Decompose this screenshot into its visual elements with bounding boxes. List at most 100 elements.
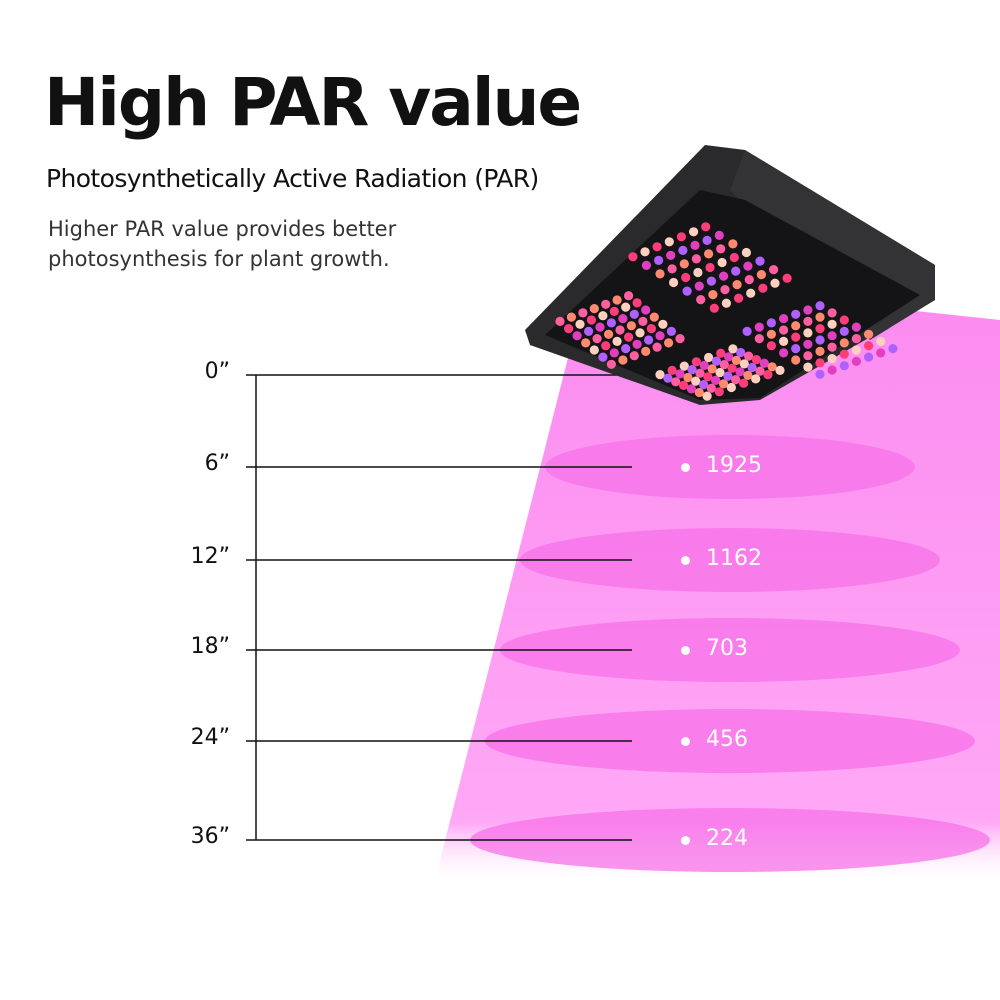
led <box>717 257 727 268</box>
led <box>769 265 779 275</box>
led <box>751 374 761 384</box>
led <box>606 359 617 369</box>
led <box>652 242 662 252</box>
led <box>675 369 685 379</box>
led <box>851 345 862 355</box>
led <box>604 329 614 339</box>
led <box>572 331 582 341</box>
height-label: 12” <box>190 544 230 569</box>
led <box>664 237 674 247</box>
description-line-1: Higher PAR value provides better <box>48 217 397 241</box>
led <box>876 336 886 346</box>
led <box>682 286 692 296</box>
led <box>592 334 602 344</box>
led <box>728 344 738 354</box>
led <box>827 342 837 352</box>
led <box>584 326 594 336</box>
led <box>731 375 741 385</box>
led <box>751 355 762 365</box>
led <box>606 318 617 328</box>
bullet-icon <box>681 836 690 845</box>
led <box>815 312 825 322</box>
led <box>839 315 849 325</box>
led <box>678 245 688 255</box>
led <box>704 352 714 363</box>
led <box>754 322 764 332</box>
led <box>803 351 813 361</box>
led <box>640 247 650 257</box>
led <box>609 306 619 316</box>
led <box>803 316 813 326</box>
led <box>716 244 726 254</box>
led <box>739 378 749 388</box>
led <box>638 316 648 326</box>
height-label: 6” <box>204 451 230 476</box>
led <box>766 329 777 339</box>
led <box>601 341 611 351</box>
led <box>641 346 651 356</box>
led <box>729 252 739 263</box>
led <box>864 341 874 351</box>
led <box>708 290 718 300</box>
led <box>612 295 622 305</box>
led <box>654 255 664 265</box>
led <box>632 339 642 349</box>
led <box>815 324 825 334</box>
led <box>719 379 729 389</box>
led <box>691 357 702 367</box>
led <box>663 373 673 383</box>
led <box>618 314 628 324</box>
led <box>589 304 599 314</box>
led <box>686 384 697 394</box>
par-value: 224 <box>706 826 748 851</box>
led <box>667 264 677 274</box>
led <box>734 293 744 303</box>
led <box>719 360 729 370</box>
led <box>696 295 706 305</box>
led <box>621 302 631 312</box>
led <box>652 342 662 352</box>
led <box>644 335 654 345</box>
led <box>720 285 730 295</box>
led <box>709 303 719 313</box>
led <box>624 291 634 301</box>
grow-light-lamp <box>525 145 935 405</box>
par-value: 1925 <box>706 453 762 478</box>
led <box>791 355 801 365</box>
led <box>803 305 813 315</box>
led <box>618 355 628 365</box>
led <box>727 363 737 373</box>
led <box>581 338 591 348</box>
height-label: 36” <box>190 824 230 849</box>
led <box>601 299 611 309</box>
led <box>702 235 712 245</box>
led <box>876 348 886 358</box>
led <box>742 326 752 336</box>
led <box>699 360 709 370</box>
led <box>839 361 849 371</box>
led <box>621 344 631 354</box>
led <box>767 362 777 372</box>
led <box>782 273 792 283</box>
led <box>705 262 715 273</box>
description-line-2: photosynthesis for plant growth. <box>48 247 390 271</box>
led <box>575 319 585 329</box>
led <box>683 372 693 383</box>
led <box>766 318 777 328</box>
led <box>691 254 702 264</box>
led <box>666 326 677 336</box>
led <box>791 309 801 319</box>
led <box>655 331 665 341</box>
led <box>704 249 714 259</box>
led <box>646 324 657 334</box>
led <box>711 375 721 385</box>
led <box>564 324 574 334</box>
bullet-icon <box>681 737 690 746</box>
led <box>609 348 619 358</box>
led <box>743 261 753 271</box>
led <box>721 298 732 308</box>
led <box>641 305 651 315</box>
led <box>649 312 659 322</box>
